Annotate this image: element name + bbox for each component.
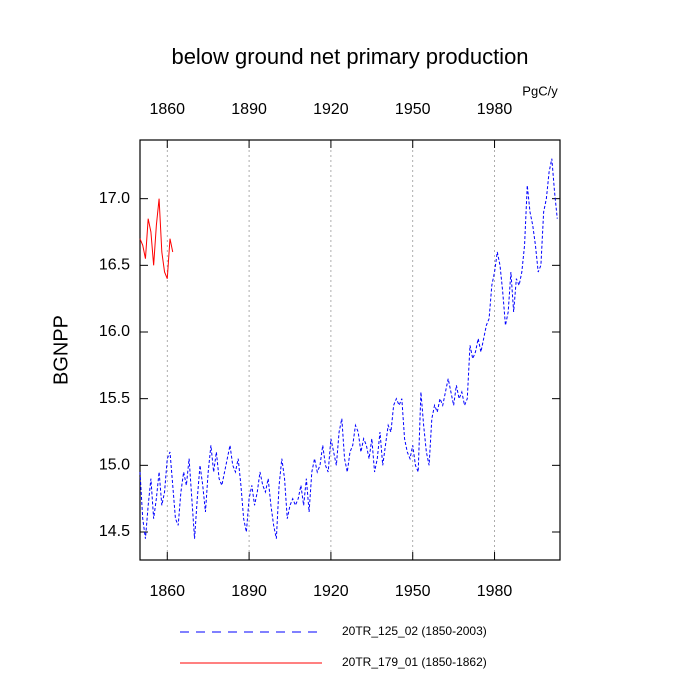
x-top-tick-label: 1920 [313, 101, 349, 118]
plot-frame [139, 139, 561, 561]
y-tick-label: 16.0 [99, 323, 130, 340]
x-tick-label: 1860 [149, 583, 185, 600]
units-label: PgC/y [522, 83, 558, 98]
x-top-tick-label: 1980 [477, 101, 513, 118]
x-top-tick-label: 1950 [395, 101, 431, 118]
y-tick-label: 17.0 [99, 190, 130, 207]
chart-title: below ground net primary production [171, 44, 528, 69]
x-top-tick-label: 1890 [231, 101, 267, 118]
x-tick-label: 1920 [313, 583, 349, 600]
y-tick-label: 15.5 [99, 390, 130, 407]
series-line [139, 198, 174, 279]
x-tick-label: 1980 [477, 583, 513, 600]
y-axis-label: BGNPP [50, 315, 72, 385]
y-tick-label: 14.5 [99, 523, 130, 540]
y-tick-label: 15.0 [99, 457, 130, 474]
x-tick-label: 1950 [395, 583, 431, 600]
legend-label: 20TR_125_02 (1850-2003) [342, 624, 487, 638]
y-tick-label: 16.5 [99, 257, 130, 274]
legend-label: 20TR_179_01 (1850-1862) [342, 655, 487, 669]
x-tick-label: 1890 [231, 583, 267, 600]
x-top-tick-label: 1860 [149, 101, 185, 118]
